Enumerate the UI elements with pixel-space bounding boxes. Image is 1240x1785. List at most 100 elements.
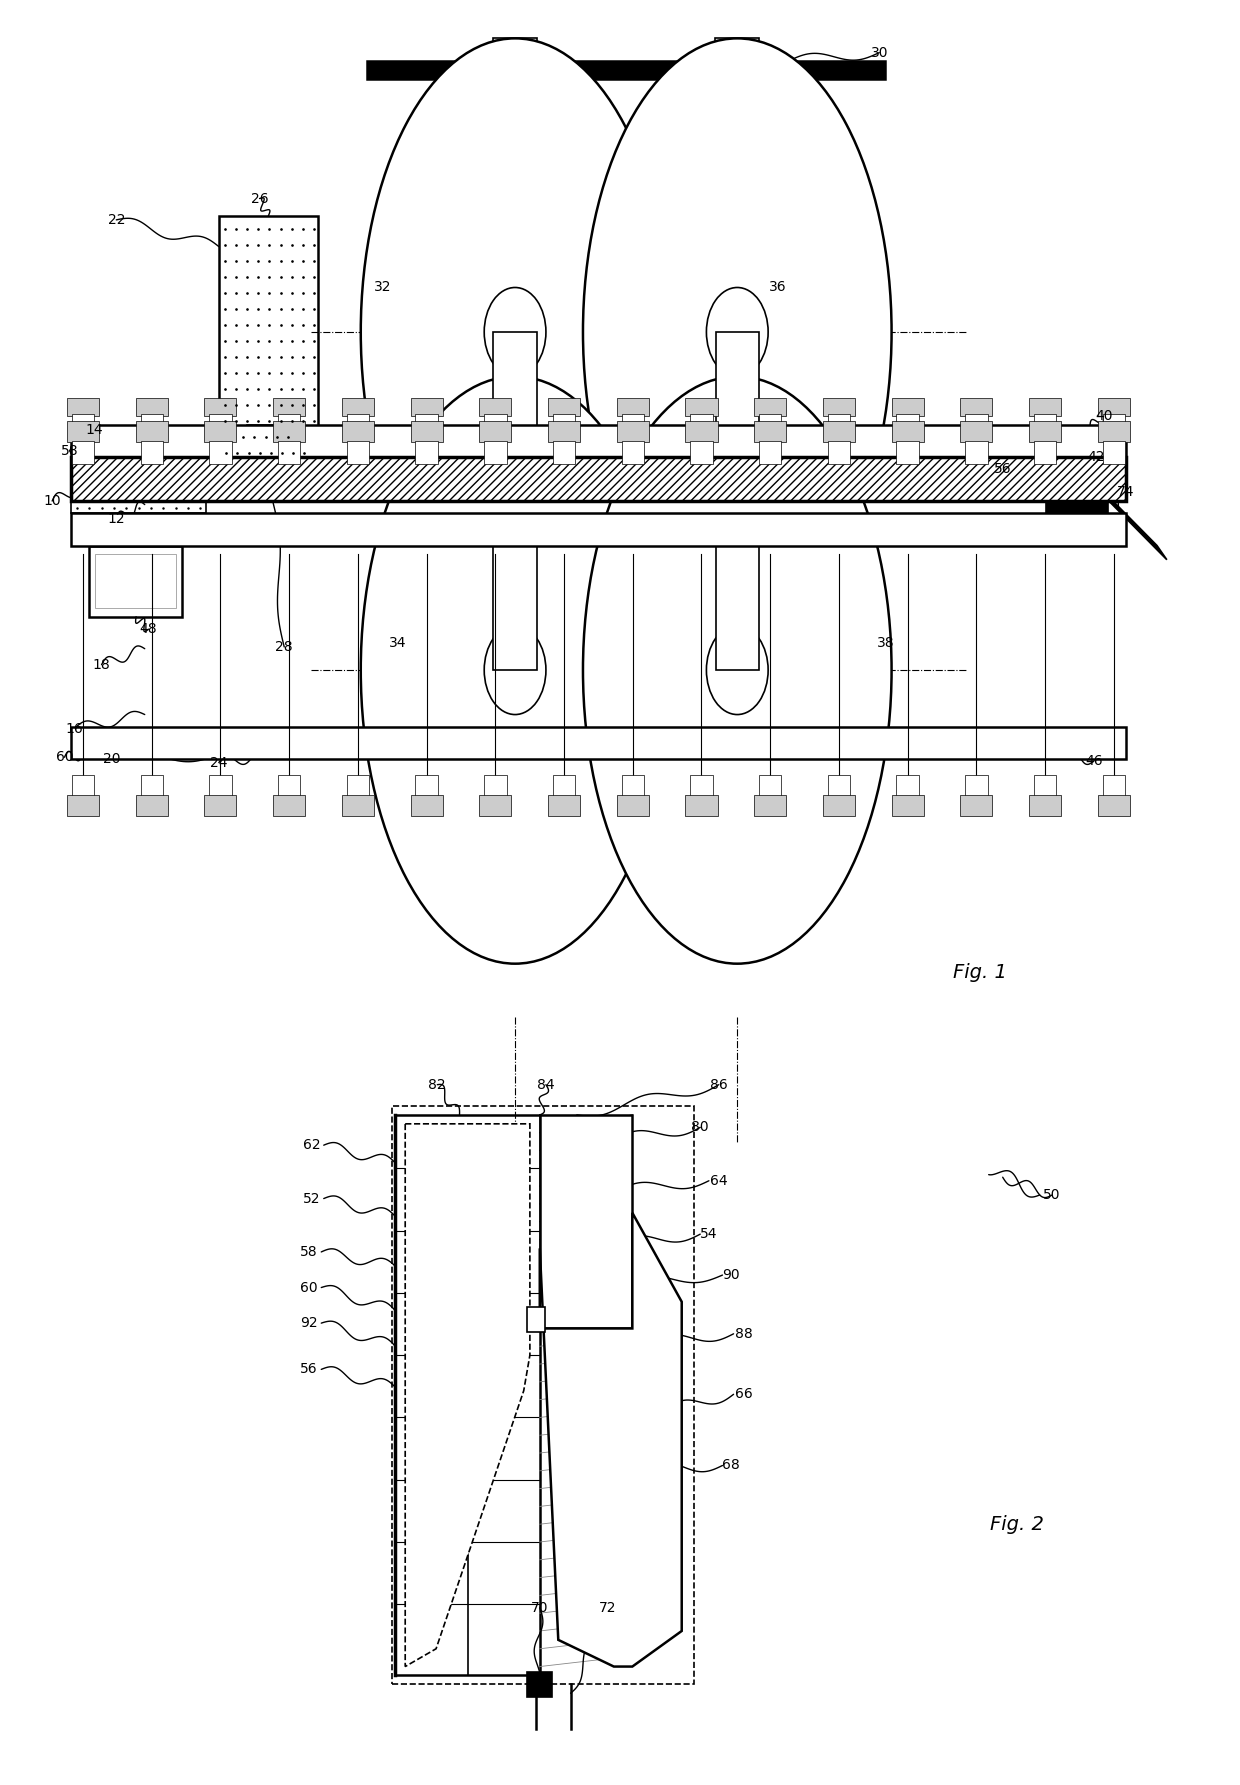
Text: 34: 34 (389, 637, 407, 650)
Text: 28: 28 (275, 641, 293, 653)
Bar (480, 398, 511, 416)
Bar (965, 441, 987, 464)
Bar (67, 421, 99, 443)
Bar (342, 398, 374, 416)
Bar (347, 414, 370, 441)
Bar (135, 794, 167, 816)
Bar (1034, 441, 1056, 464)
Bar (205, 398, 237, 416)
Bar (715, 546, 759, 669)
Bar (621, 414, 644, 441)
Text: 40: 40 (1095, 409, 1112, 423)
Bar (480, 421, 511, 443)
Text: 74: 74 (1117, 486, 1135, 500)
Bar (484, 441, 507, 464)
Bar (273, 421, 305, 443)
Text: 14: 14 (86, 423, 103, 437)
Text: 18: 18 (93, 657, 110, 671)
Bar (207, 430, 330, 444)
Text: Fig. 2: Fig. 2 (991, 1515, 1044, 1533)
Bar (897, 414, 919, 441)
Bar (415, 414, 438, 441)
Bar (410, 794, 443, 816)
Ellipse shape (583, 377, 892, 964)
Bar (247, 425, 289, 457)
Bar (95, 555, 176, 607)
Bar (494, 546, 537, 669)
Text: 64: 64 (711, 1175, 728, 1187)
Bar (823, 398, 854, 416)
Text: 56: 56 (300, 1362, 317, 1376)
Bar (548, 421, 580, 443)
Bar (686, 421, 718, 443)
Bar (415, 775, 438, 798)
Bar (827, 414, 851, 441)
Text: 58: 58 (300, 1244, 317, 1258)
Text: Fig. 1: Fig. 1 (954, 964, 1007, 982)
Bar (621, 775, 644, 798)
Text: 54: 54 (701, 1226, 718, 1241)
Bar (484, 775, 507, 798)
Bar (892, 794, 924, 816)
Bar (347, 441, 370, 464)
Bar (1097, 794, 1130, 816)
Bar (71, 514, 1126, 546)
Text: 24: 24 (210, 755, 228, 769)
Text: 60: 60 (56, 750, 73, 764)
Bar (135, 421, 167, 443)
Text: 42: 42 (1087, 450, 1105, 464)
Bar (71, 425, 1126, 457)
Bar (823, 794, 854, 816)
Bar (140, 414, 162, 441)
Bar (1029, 421, 1061, 443)
Text: 62: 62 (303, 1139, 320, 1151)
Bar (715, 332, 759, 457)
Text: 38: 38 (877, 637, 894, 650)
Bar (347, 775, 370, 798)
Bar (273, 794, 305, 816)
Bar (754, 794, 786, 816)
Text: 72: 72 (599, 1601, 616, 1615)
Text: 66: 66 (734, 1387, 753, 1401)
Circle shape (707, 625, 768, 714)
Bar (691, 414, 713, 441)
Text: 52: 52 (303, 1192, 320, 1205)
Bar (553, 414, 575, 441)
Text: 30: 30 (870, 46, 888, 59)
Text: 82: 82 (429, 1078, 446, 1092)
Bar (205, 794, 237, 816)
Bar (691, 775, 713, 798)
Bar (892, 421, 924, 443)
Bar (553, 441, 575, 464)
Text: 12: 12 (108, 512, 125, 527)
Bar (72, 441, 94, 464)
Text: 16: 16 (66, 721, 83, 735)
Bar (415, 441, 438, 464)
Circle shape (484, 287, 546, 377)
Text: 88: 88 (734, 1326, 753, 1341)
Bar (140, 441, 162, 464)
Bar (278, 441, 300, 464)
Bar (492, 37, 537, 79)
Text: 36: 36 (769, 280, 787, 295)
Text: 48: 48 (140, 623, 157, 635)
Bar (71, 726, 1126, 759)
Bar (1029, 398, 1061, 416)
Bar (1102, 414, 1125, 441)
Bar (553, 775, 575, 798)
Bar (897, 441, 919, 464)
Bar (89, 546, 182, 616)
Bar (342, 421, 374, 443)
Text: 20: 20 (103, 751, 120, 766)
Bar (484, 414, 507, 441)
Text: 68: 68 (722, 1458, 740, 1473)
Text: 26: 26 (250, 191, 268, 205)
Bar (210, 414, 232, 441)
Bar (67, 398, 99, 416)
Text: 58: 58 (61, 444, 78, 459)
Bar (67, 794, 99, 816)
Bar (71, 482, 207, 514)
Text: 84: 84 (537, 1078, 554, 1092)
Bar (218, 216, 317, 430)
Bar (965, 414, 987, 441)
